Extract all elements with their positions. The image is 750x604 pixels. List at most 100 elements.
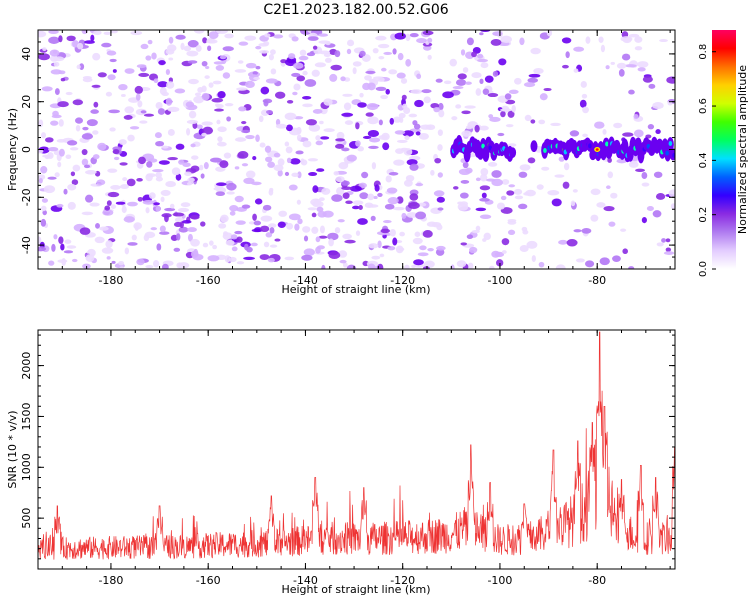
spectrogram-cell: [496, 259, 504, 267]
spectrogram-cell: [394, 32, 406, 40]
spectrogram-cell: [392, 48, 397, 55]
spectrogram-x-tick-label: -80: [588, 274, 606, 287]
spectrogram-cell: [269, 227, 275, 234]
spectrogram-cell: [237, 60, 244, 64]
spectrogram-cell: [634, 46, 643, 51]
spectrogram-cell: [84, 40, 95, 44]
spectrogram-cell: [152, 169, 164, 173]
spectrogram-cell: [489, 116, 501, 122]
spectrogram-cell: [286, 222, 294, 230]
spectrogram-cell: [668, 189, 675, 198]
spectrogram-cell: [291, 172, 299, 178]
spectrogram-cell: [107, 74, 116, 81]
spectrogram-cell: [414, 99, 424, 108]
spectrogram-cell: [190, 143, 196, 148]
spectrogram-cell: [480, 173, 488, 182]
spectrogram-cell: [201, 85, 207, 93]
spectrogram-cell: [89, 202, 100, 207]
spectrogram-cell: [286, 99, 294, 104]
spectrogram-cell: [342, 233, 352, 240]
spectrogram-cell: [165, 48, 175, 55]
spectrogram-cell: [213, 61, 224, 65]
spectrogram-cell: [341, 112, 354, 117]
spectrogram-cell: [451, 116, 458, 121]
spectrogram-cell: [253, 76, 261, 80]
spectrogram-cell: [241, 129, 251, 134]
spectrogram-y-ticks: -40 -20 0 20 40: [20, 29, 675, 270]
spectrogram-cell: [250, 242, 258, 247]
spectrogram-cell: [519, 37, 525, 46]
spectrogram-cell: [238, 106, 247, 112]
spectrogram-cell: [341, 186, 353, 191]
spectrogram-cell: [169, 203, 175, 209]
snr-y-tick-label: 500: [20, 508, 33, 529]
spectrogram-cell: [241, 204, 251, 209]
spectrogram-cell: [234, 230, 243, 235]
spectrogram-cell: [551, 198, 562, 207]
spectrogram-cell: [402, 130, 414, 137]
spectrogram-cell: [65, 154, 72, 159]
spectrogram-cell: [590, 214, 599, 222]
spectrogram-cell: [273, 34, 284, 39]
spectrogram-cell: [505, 124, 514, 128]
spectrogram-cell: [491, 170, 502, 178]
spectrogram-cell: [298, 55, 309, 61]
spectrogram-cell: [285, 124, 293, 132]
spectrogram-cell: [230, 234, 238, 240]
spectrogram-cell: [167, 128, 175, 136]
spectrogram-cell: [124, 68, 135, 74]
spectrogram-cell: [608, 221, 616, 227]
spectrogram-x-tick-label: -100: [487, 274, 512, 287]
spectrogram-cell: [405, 33, 411, 42]
spectrogram-cell: [67, 201, 76, 210]
spectrogram-cell: [602, 128, 607, 135]
spectrogram-cell: [202, 242, 209, 248]
spectrogram-cell: [419, 124, 432, 130]
spectrogram-cell: [284, 171, 290, 177]
spectrogram-cell: [612, 255, 621, 262]
spectrogram-cell: [160, 189, 171, 197]
spectrogram-cell: [603, 205, 615, 212]
spectrogram-cell: [477, 53, 484, 59]
spectrogram-cell: [185, 101, 195, 108]
spectrogram-cell: [352, 200, 364, 205]
spectrogram-cell: [182, 162, 191, 167]
spectrogram-cell: [605, 65, 610, 70]
spectrogram-cell: [234, 69, 247, 73]
spectrogram-cell: [368, 137, 381, 143]
spectrogram-cell: [288, 213, 301, 221]
spectrogram-cell: [395, 148, 404, 154]
spectrogram-cell: [570, 200, 576, 207]
spectrogram-cell: [258, 115, 264, 123]
spectrogram-cell: [581, 93, 588, 99]
spectrogram-cell: [569, 130, 580, 137]
spectrogram-cell: [48, 260, 55, 266]
spectrogram-cell: [327, 232, 339, 241]
spectrogram-cell: [573, 68, 579, 73]
spectrogram-cell: [554, 174, 565, 178]
spectrogram-cell: [386, 187, 398, 194]
spectrogram-cell: [633, 129, 644, 138]
signal-peak-core: [595, 148, 599, 151]
spectrogram-cell: [423, 96, 431, 104]
spectrogram-cell: [190, 215, 200, 220]
spectrogram-cell: [65, 91, 73, 96]
spectrogram-cell: [164, 214, 169, 223]
spectrogram-cell: [357, 102, 367, 108]
spectrogram-cell: [507, 110, 515, 118]
spectrogram-cell: [582, 133, 588, 138]
spectrogram-cell: [346, 154, 357, 162]
spectrogram-cell: [50, 120, 59, 126]
spectrogram-cell: [131, 234, 137, 241]
spectrogram-cell: [622, 132, 634, 137]
spectrogram-cell: [307, 207, 317, 211]
spectrogram-cell: [409, 32, 419, 38]
spectrogram-cell: [377, 77, 385, 82]
spectrogram-cell: [392, 116, 402, 123]
spectrogram-cell: [323, 128, 335, 133]
spectrogram-cell: [345, 200, 353, 205]
spectrogram-cell: [498, 58, 507, 66]
spectrogram-cell: [455, 79, 467, 86]
spectrogram-cell: [362, 82, 371, 91]
spectrogram-cell: [616, 158, 628, 164]
